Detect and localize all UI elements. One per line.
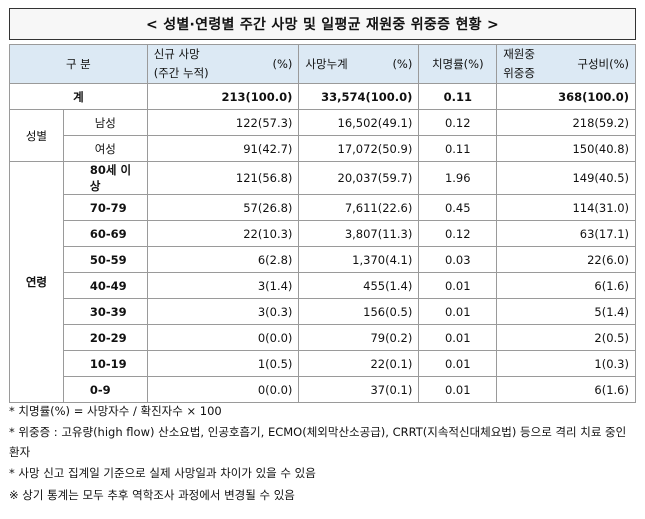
table-row: 20-29 0(0.0) 79(0.2) 0.01 2(0.5) [10,324,636,351]
cell-cum: 17,072(50.9) [298,135,420,162]
header-severe-line1: 재원중 [503,47,535,61]
cell-severe: 6(1.6) [496,272,636,299]
total-cum: 33,574(100.0) [298,83,420,110]
cell-new: 121(56.8) [146,161,300,195]
header-severe-pct: 구성비(%) [577,57,629,71]
cell-new: 91(42.7) [146,135,300,162]
cell-cum: 20,037(59.7) [298,161,420,195]
cell-severe: 2(0.5) [496,324,636,351]
cell-cum: 79(0.2) [298,324,420,351]
cell-new: 0(0.0) [146,376,300,403]
row-label: 0-9 [62,376,148,403]
row-label: 80세 이상 [62,161,148,195]
table-title: < 성별·연령별 주간 사망 및 일평균 재원중 위중증 현황 > [9,8,636,40]
header-cum-deaths-label: 사망누계 [305,57,348,71]
footnote: * 사망 신고 집계일 기준으로 실제 사망일과 차이가 있을 수 있음 [9,466,316,480]
row-label: 30-39 [62,298,148,325]
footnote: * 위중증 : 고유량(high flow) 산소요법, 인공호흡기, ECMO… [9,425,627,459]
cell-cfr: 0.11 [418,135,498,162]
cell-new: 6(2.8) [146,246,300,273]
cell-severe: 149(40.5) [496,161,636,195]
stats-table: 구 분 신규 사망 (주간 누적) (%) 사망누계 (%) 치명률(%) [9,44,636,403]
cell-cum: 7,611(22.6) [298,194,420,221]
cell-cum: 16,502(49.1) [298,109,420,136]
cell-severe: 22(6.0) [496,246,636,273]
cell-cfr: 0.01 [418,376,498,403]
table-row: 성별 남성 122(57.3) 16,502(49.1) 0.12 218(59… [9,109,636,162]
header-row: 구 분 신규 사망 (주간 누적) (%) 사망누계 (%) 치명률(%) [9,44,636,84]
table-row: 50-59 6(2.8) 1,370(4.1) 0.03 22(6.0) [10,246,636,273]
row-label: 여성 [62,135,148,162]
cell-new: 22(10.3) [146,220,300,247]
header-new-deaths-line2: (주간 누적) [153,66,209,80]
total-new: 213(100.0) [146,83,300,110]
table-row: 0-9 0(0.0) 37(0.1) 0.01 6(1.6) [10,376,636,403]
cell-severe: 5(1.4) [496,298,636,325]
cell-cfr: 0.01 [418,324,498,351]
header-new-deaths: 신규 사망 (주간 누적) (%) [146,44,300,84]
cell-cum: 3,807(11.3) [298,220,420,247]
header-cum-deaths-pct: (%) [392,57,413,71]
row-label: 20-29 [62,324,148,351]
cell-new: 3(0.3) [146,298,300,325]
row-label: 70-79 [62,194,148,221]
table-row: 60-69 22(10.3) 3,807(11.3) 0.12 63(17.1) [10,220,636,247]
header-severe-line2: 위중증 [503,66,535,80]
total-cfr: 0.11 [418,83,498,110]
cell-severe: 150(40.8) [496,135,636,162]
cell-cfr: 0.12 [418,220,498,247]
header-severe: 재원중 위중증 구성비(%) [496,44,636,84]
cell-new: 1(0.5) [146,350,300,377]
table-row: 70-79 57(26.8) 7,611(22.6) 0.45 114(31.0… [10,194,636,221]
header-new-deaths-line1: 신규 사망 [153,47,200,61]
cell-severe: 63(17.1) [496,220,636,247]
cell-severe: 114(31.0) [496,194,636,221]
cell-cfr: 0.01 [418,298,498,325]
cell-cfr: 1.96 [418,161,498,195]
row-label: 50-59 [62,246,148,273]
cell-cum: 156(0.5) [298,298,420,325]
cell-cfr: 0.01 [418,350,498,377]
cell-cfr: 0.45 [418,194,498,221]
total-row: 계 213(100.0) 33,574(100.0) 0.11 368(100.… [9,83,636,110]
cell-cfr: 0.01 [418,272,498,299]
cell-new: 57(26.8) [146,194,300,221]
row-label: 10-19 [62,350,148,377]
cell-cfr: 0.12 [418,109,498,136]
row-label: 남성 [62,109,148,136]
cell-new: 122(57.3) [146,109,300,136]
total-severe: 368(100.0) [496,83,636,110]
header-category: 구 분 [9,44,148,84]
cell-cum: 22(0.1) [298,350,420,377]
cell-severe: 6(1.6) [496,376,636,403]
table-row: 여성 91(42.7) 17,072(50.9) 0.11 150(40.8) [10,135,636,162]
table-row: 30-39 3(0.3) 156(0.5) 0.01 5(1.4) [10,298,636,325]
cell-severe: 1(0.3) [496,350,636,377]
table-row: 10-19 1(0.5) 22(0.1) 0.01 1(0.3) [10,350,636,377]
footnotes: * 치명률(%) = 사망자수 / 확진자수 × 100 * 위중증 : 고유량… [9,400,639,506]
cell-cfr: 0.03 [418,246,498,273]
cell-cum: 37(0.1) [298,376,420,403]
total-label: 계 [9,83,148,110]
table-row: 40-49 3(1.4) 455(1.4) 0.01 6(1.6) [10,272,636,299]
cell-new: 3(1.4) [146,272,300,299]
header-cfr: 치명률(%) [418,44,498,84]
group-label-sex: 성별 [9,109,64,162]
footnote: ※ 상기 통계는 모두 추후 역학조사 과정에서 변경될 수 있음 [9,488,295,502]
row-label: 60-69 [62,220,148,247]
header-new-deaths-pct: (%) [272,57,293,71]
cell-severe: 218(59.2) [496,109,636,136]
header-cum-deaths: 사망누계 (%) [298,44,420,84]
group-label-age: 연령 [9,161,64,403]
row-label: 40-49 [62,272,148,299]
footnote: * 치명률(%) = 사망자수 / 확진자수 × 100 [9,404,222,418]
cell-new: 0(0.0) [146,324,300,351]
cell-cum: 455(1.4) [298,272,420,299]
table-row: 연령 80세 이상 121(56.8) 20,037(59.7) 1.96 14… [9,161,636,403]
cell-cum: 1,370(4.1) [298,246,420,273]
